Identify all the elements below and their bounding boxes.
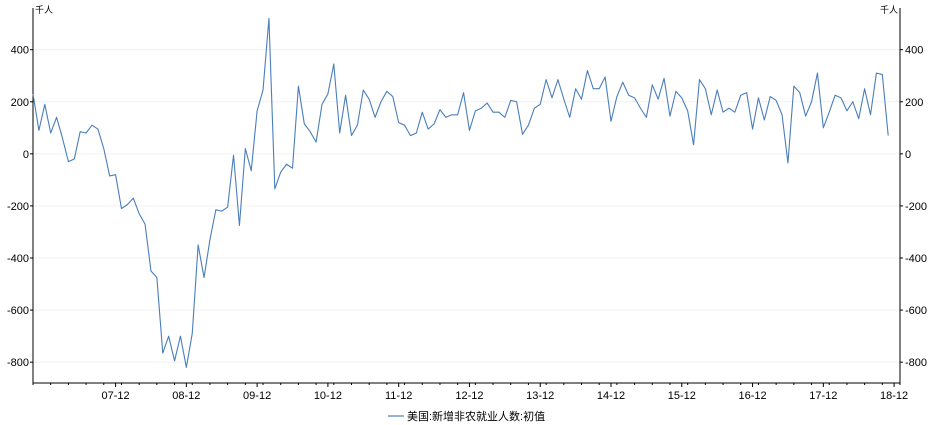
x-tick-label: 07-12 [102,390,130,402]
y-tick-label: -200 [7,201,29,213]
gridlines [33,49,900,363]
x-tick-label: 10-12 [314,390,342,402]
x-tick-label: 09-12 [243,390,271,402]
y-tick-label: 400 [11,45,29,57]
x-tick-labels: 07-12 08-12 09-12 10-12 11-12 12-12 13-12 14-12… [32,383,908,402]
axes [32,8,901,384]
y-tick-label: -600 [905,305,927,317]
y-tick-label: -400 [7,253,29,265]
x-tick-label: 08-12 [172,390,200,402]
y-tick-label: 0 [905,149,911,161]
y-tick-label: 200 [11,97,29,109]
x-tick-label: 16-12 [738,390,766,402]
y-tick-label: 200 [905,97,923,109]
x-tick-label: 14-12 [597,390,625,402]
left-y-tick-labels: 400 200 0 -200 -400 -600 -800 [7,45,33,369]
right-unit-label: 千人 [880,5,898,15]
x-tick-label: 11-12 [385,390,412,402]
x-tick-label: 17-12 [809,390,837,402]
y-tick-label: -200 [905,201,927,213]
legend-label: 美国:新增非农就业人数:初值 [407,409,545,423]
y-tick-label: -800 [905,357,927,369]
series-layer [32,17,889,368]
y-tick-label: 0 [23,149,29,161]
right-y-tick-labels: 400 200 0 -200 -400 -600 -800 [900,45,927,369]
y-tick-label: -400 [905,253,927,265]
y-tick-label: 400 [905,45,923,57]
y-tick-label: -600 [7,305,29,317]
legend: 美国:新增非农就业人数:初值 [388,409,545,423]
y-tick-label: -800 [7,357,29,369]
series-line [32,17,889,368]
x-tick-label: 13-12 [526,390,554,402]
x-tick-label: 15-12 [668,390,696,402]
left-unit-label: 千人 [35,5,53,15]
x-tick-label: 18-12 [880,390,908,402]
x-tick-label: 12-12 [455,390,483,402]
